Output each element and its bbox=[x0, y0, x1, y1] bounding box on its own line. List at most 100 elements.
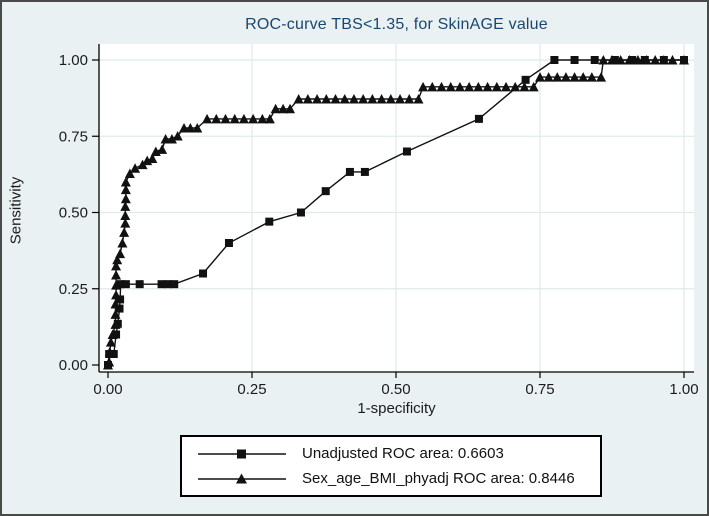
triangle-marker bbox=[586, 72, 597, 82]
triangle-marker bbox=[264, 113, 275, 124]
triangle-marker bbox=[367, 94, 378, 104]
triangle-marker bbox=[285, 103, 296, 114]
triangle-marker bbox=[202, 113, 213, 124]
triangle-marker bbox=[192, 123, 203, 133]
triangle-marker bbox=[679, 55, 689, 65]
triangle-marker bbox=[270, 103, 281, 114]
triangle-marker bbox=[130, 163, 141, 173]
square-marker bbox=[135, 280, 144, 289]
triangle-marker bbox=[348, 94, 359, 104]
triangle-marker bbox=[543, 72, 554, 82]
triangle-marker bbox=[120, 177, 131, 187]
triangle-marker bbox=[105, 337, 116, 347]
triangle-marker bbox=[624, 55, 635, 65]
square-marker-icon bbox=[198, 449, 286, 458]
triangle-marker bbox=[376, 94, 387, 104]
square-marker bbox=[116, 280, 125, 289]
square-marker bbox=[121, 280, 130, 289]
square-marker bbox=[590, 56, 599, 64]
triangle-marker bbox=[111, 260, 122, 271]
triangle-marker bbox=[510, 81, 521, 92]
triangle-marker bbox=[312, 94, 323, 104]
triangle-marker bbox=[166, 133, 177, 144]
triangle-marker bbox=[124, 168, 135, 178]
roc-plot-canvas: 0.00 0.25 0.50 0.75 1.00 0.00 0.25 0.50 0.75 1.00 bbox=[59, 44, 699, 398]
triangle-marker bbox=[293, 94, 304, 104]
square-marker bbox=[296, 208, 305, 217]
square-marker bbox=[199, 269, 208, 278]
triangle-marker bbox=[120, 193, 131, 204]
triangle-marker bbox=[110, 299, 121, 309]
square-marker bbox=[115, 304, 124, 313]
x-tick-label: 0.75 bbox=[525, 381, 554, 398]
triangle-marker-icon bbox=[198, 473, 286, 483]
legend-label-adjusted: Sex_age_BMI_phyadj ROC area: 0.8446 bbox=[302, 470, 575, 487]
triangle-marker bbox=[641, 55, 652, 65]
x-tick-label: 0.25 bbox=[237, 381, 266, 398]
triangle-marker bbox=[395, 94, 406, 104]
triangle-marker bbox=[482, 81, 493, 92]
triangle-marker bbox=[358, 94, 369, 104]
x-tick-label: 1.00 bbox=[669, 381, 698, 398]
triangle-marker bbox=[185, 123, 196, 133]
triangle-marker bbox=[321, 94, 332, 104]
square-marker bbox=[321, 187, 330, 196]
triangle-marker bbox=[632, 55, 643, 65]
triangle-marker bbox=[229, 113, 240, 124]
triangle-marker bbox=[578, 72, 589, 82]
triangle-marker bbox=[119, 227, 130, 237]
square-marker bbox=[224, 239, 233, 247]
triangle-marker bbox=[172, 130, 183, 141]
y-tick-label: 0.00 bbox=[59, 357, 88, 374]
triangle-marker bbox=[278, 103, 289, 114]
y-tick-label: 1.00 bbox=[59, 52, 88, 69]
triangle-marker bbox=[330, 94, 341, 104]
square-marker bbox=[570, 56, 579, 64]
triangle-marker bbox=[658, 55, 669, 65]
y-tick-label: 0.25 bbox=[59, 281, 88, 298]
legend-item-adjusted: Sex_age_BMI_phyadj ROC area: 0.8446 bbox=[182, 468, 600, 490]
x-axis-label: 1-specificity bbox=[357, 400, 436, 417]
triangle-marker bbox=[110, 319, 121, 329]
triangle-marker bbox=[528, 81, 539, 92]
triangle-marker bbox=[111, 289, 122, 300]
triangle-marker bbox=[111, 280, 122, 290]
triangle-marker bbox=[569, 72, 580, 82]
x-tick-label: 0.50 bbox=[381, 381, 410, 398]
triangle-marker bbox=[137, 159, 148, 170]
square-marker bbox=[157, 280, 166, 289]
triangle-marker bbox=[491, 81, 502, 92]
triangle-marker bbox=[147, 153, 158, 164]
triangle-marker bbox=[501, 81, 512, 92]
triangle-marker bbox=[220, 113, 231, 124]
triangle-marker bbox=[436, 81, 447, 92]
triangle-marker bbox=[211, 113, 222, 124]
square-marker bbox=[402, 147, 411, 156]
triangle-marker bbox=[473, 81, 484, 92]
square-marker bbox=[163, 280, 172, 289]
triangle-marker bbox=[413, 94, 424, 104]
triangle-marker bbox=[248, 113, 259, 124]
triangle-marker bbox=[120, 218, 131, 228]
y-axis-label: Sensitivity bbox=[7, 176, 25, 245]
square-marker bbox=[360, 167, 369, 176]
triangle-marker bbox=[104, 356, 115, 367]
triangle-marker bbox=[160, 133, 171, 144]
triangle-marker bbox=[519, 81, 530, 92]
square-marker bbox=[474, 114, 483, 123]
triangle-marker bbox=[607, 55, 617, 65]
square-marker bbox=[112, 330, 121, 339]
triangle-marker bbox=[107, 329, 118, 339]
x-tick-label: 0.00 bbox=[93, 381, 122, 398]
triangle-marker bbox=[596, 72, 607, 82]
triangle-marker bbox=[560, 72, 571, 82]
legend-label-unadjusted: Unadjusted ROC area: 0.6603 bbox=[302, 445, 504, 462]
legend-box: Unadjusted ROC area: 0.6603 Sex_age_BMI_… bbox=[180, 435, 602, 497]
triangle-marker bbox=[385, 94, 396, 104]
triangle-marker bbox=[120, 184, 131, 195]
square-marker bbox=[345, 167, 354, 176]
triangle-marker bbox=[404, 94, 415, 104]
triangle-marker bbox=[115, 248, 126, 259]
triangle-marker bbox=[650, 55, 661, 65]
